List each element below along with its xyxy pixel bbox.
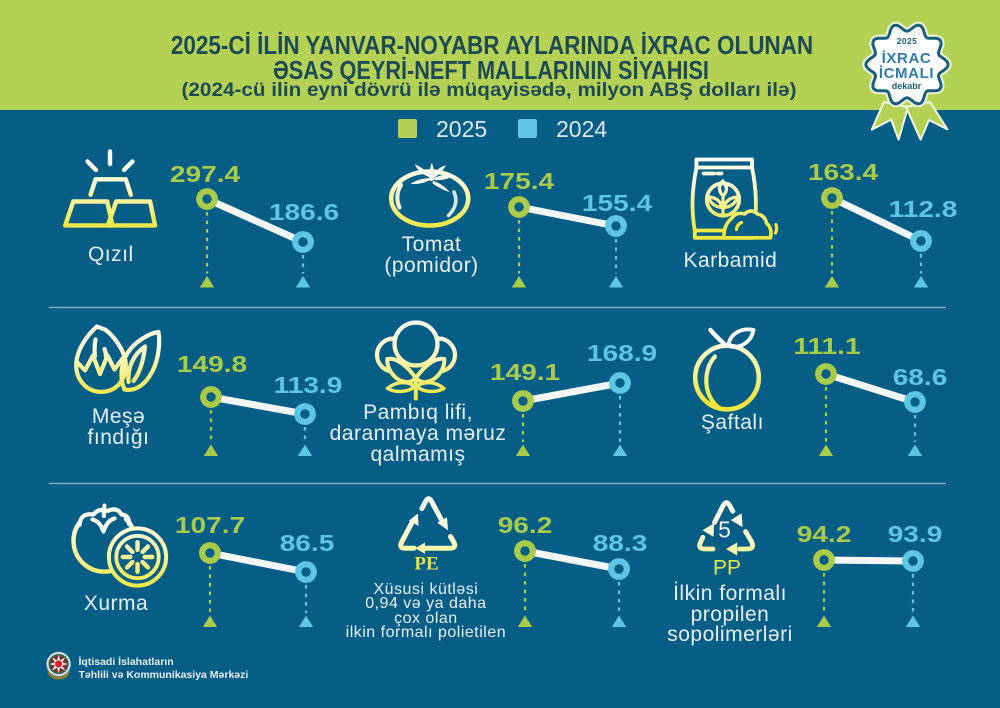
svg-text:2025: 2025 — [897, 36, 918, 46]
svg-text:dekabr: dekabr — [892, 81, 922, 91]
svg-text:İXRAC: İXRAC — [882, 50, 932, 67]
svg-text:İCMALI: İCMALI — [879, 65, 934, 82]
svg-text:PP: PP — [713, 557, 741, 580]
svg-text:5: 5 — [718, 517, 731, 543]
svg-text:PE: PE — [414, 554, 438, 575]
